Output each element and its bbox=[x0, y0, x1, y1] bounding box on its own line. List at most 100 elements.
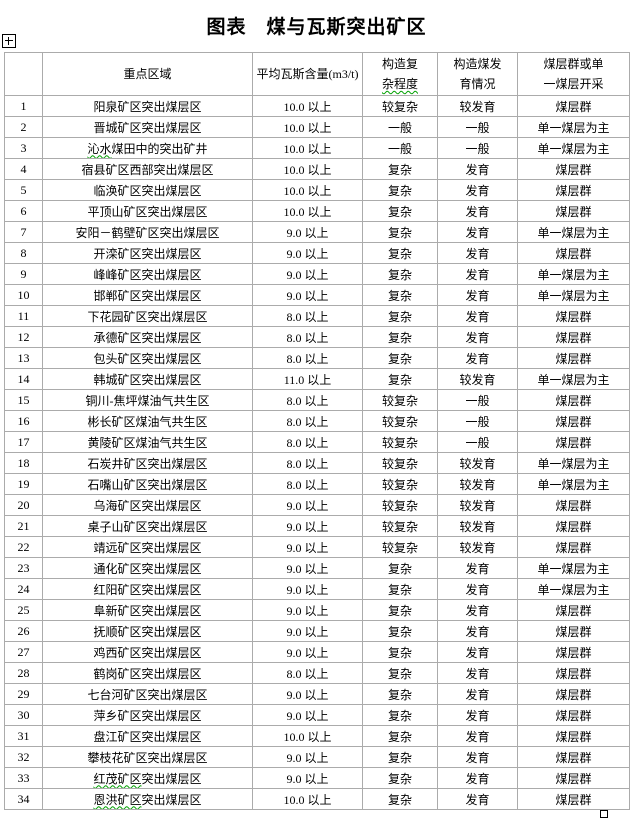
region-cell[interactable]: 阳泉矿区突出煤层区 bbox=[42, 95, 253, 117]
gas-content-cell[interactable]: 9.0 以上 bbox=[252, 263, 363, 285]
complexity-cell[interactable]: 复杂 bbox=[362, 179, 438, 201]
region-cell[interactable]: 阜新矿区突出煤层区 bbox=[42, 599, 253, 621]
gas-content-cell[interactable]: 8.0 以上 bbox=[252, 431, 363, 453]
seam-type-cell[interactable]: 煤层群 bbox=[517, 704, 630, 726]
complexity-cell[interactable]: 较复杂 bbox=[362, 389, 438, 411]
development-cell[interactable]: 发育 bbox=[437, 200, 518, 222]
region-cell[interactable]: 韩城矿区突出煤层区 bbox=[42, 368, 253, 390]
seam-type-cell[interactable]: 煤层群 bbox=[517, 242, 630, 264]
complexity-cell[interactable]: 复杂 bbox=[362, 662, 438, 684]
gas-content-cell[interactable]: 9.0 以上 bbox=[252, 284, 363, 306]
region-cell[interactable]: 鹤岗矿区突出煤层区 bbox=[42, 662, 253, 684]
seam-type-cell[interactable]: 煤层群 bbox=[517, 767, 630, 789]
seam-type-cell[interactable]: 煤层群 bbox=[517, 158, 630, 180]
development-cell[interactable]: 一般 bbox=[437, 116, 518, 138]
row-number-cell[interactable]: 21 bbox=[4, 515, 43, 537]
gas-content-cell[interactable]: 9.0 以上 bbox=[252, 221, 363, 243]
row-number-cell[interactable]: 19 bbox=[4, 473, 43, 495]
gas-content-cell[interactable]: 11.0 以上 bbox=[252, 368, 363, 390]
row-number-cell[interactable]: 10 bbox=[4, 284, 43, 306]
gas-content-cell[interactable]: 9.0 以上 bbox=[252, 746, 363, 768]
table-resize-handle-icon[interactable] bbox=[600, 810, 608, 818]
development-cell[interactable]: 发育 bbox=[437, 788, 518, 810]
complexity-cell[interactable]: 复杂 bbox=[362, 767, 438, 789]
development-cell[interactable]: 发育 bbox=[437, 263, 518, 285]
complexity-cell[interactable]: 一般 bbox=[362, 116, 438, 138]
seam-type-cell[interactable]: 煤层群 bbox=[517, 641, 630, 663]
seam-type-cell[interactable]: 单一煤层为主 bbox=[517, 263, 630, 285]
development-cell[interactable]: 发育 bbox=[437, 725, 518, 747]
gas-content-cell[interactable]: 10.0 以上 bbox=[252, 158, 363, 180]
row-number-header[interactable] bbox=[4, 52, 43, 96]
gas-content-cell[interactable]: 9.0 以上 bbox=[252, 599, 363, 621]
region-cell[interactable]: 开滦矿区突出煤层区 bbox=[42, 242, 253, 264]
complexity-cell[interactable]: 复杂 bbox=[362, 158, 438, 180]
page-title[interactable]: 图表 煤与瓦斯突出矿区 bbox=[206, 17, 427, 38]
complexity-cell[interactable]: 复杂 bbox=[362, 704, 438, 726]
development-cell[interactable]: 较发育 bbox=[437, 536, 518, 558]
row-number-cell[interactable]: 9 bbox=[4, 263, 43, 285]
region-cell[interactable]: 恩洪矿区突出煤层区 bbox=[42, 788, 253, 810]
row-number-cell[interactable]: 4 bbox=[4, 158, 43, 180]
seam-type-cell[interactable]: 煤层群 bbox=[517, 620, 630, 642]
development-cell[interactable]: 发育 bbox=[437, 599, 518, 621]
seam-type-cell[interactable]: 煤层群 bbox=[517, 536, 630, 558]
region-cell[interactable]: 承德矿区突出煤层区 bbox=[42, 326, 253, 348]
development-cell[interactable]: 较发育 bbox=[437, 452, 518, 474]
row-number-cell[interactable]: 5 bbox=[4, 179, 43, 201]
row-number-cell[interactable]: 23 bbox=[4, 557, 43, 579]
gas-content-cell[interactable]: 10.0 以上 bbox=[252, 788, 363, 810]
complexity-cell[interactable]: 复杂 bbox=[362, 221, 438, 243]
row-number-cell[interactable]: 32 bbox=[4, 746, 43, 768]
development-cell[interactable]: 发育 bbox=[437, 326, 518, 348]
development-cell[interactable]: 发育 bbox=[437, 158, 518, 180]
region-cell[interactable]: 包头矿区突出煤层区 bbox=[42, 347, 253, 369]
region-cell[interactable]: 临涣矿区突出煤层区 bbox=[42, 179, 253, 201]
complexity-cell[interactable]: 复杂 bbox=[362, 200, 438, 222]
development-cell[interactable]: 发育 bbox=[437, 662, 518, 684]
region-cell[interactable]: 下花园矿区突出煤层区 bbox=[42, 305, 253, 327]
row-number-cell[interactable]: 6 bbox=[4, 200, 43, 222]
development-cell[interactable]: 较发育 bbox=[437, 368, 518, 390]
region-cell[interactable]: 乌海矿区突出煤层区 bbox=[42, 494, 253, 516]
development-cell[interactable]: 较发育 bbox=[437, 95, 518, 117]
gas-content-cell[interactable]: 9.0 以上 bbox=[252, 641, 363, 663]
development-cell[interactable]: 发育 bbox=[437, 221, 518, 243]
region-cell[interactable]: 红阳矿区突出煤层区 bbox=[42, 578, 253, 600]
region-cell[interactable]: 宿县矿区西部突出煤层区 bbox=[42, 158, 253, 180]
region-cell[interactable]: 鸡西矿区突出煤层区 bbox=[42, 641, 253, 663]
row-number-cell[interactable]: 16 bbox=[4, 410, 43, 432]
region-cell[interactable]: 彬长矿区煤油气共生区 bbox=[42, 410, 253, 432]
seam-type-cell[interactable]: 煤层群 bbox=[517, 788, 630, 810]
gas-content-cell[interactable]: 10.0 以上 bbox=[252, 725, 363, 747]
seam-type-cell[interactable]: 煤层群 bbox=[517, 326, 630, 348]
development-cell[interactable]: 较发育 bbox=[437, 494, 518, 516]
row-number-cell[interactable]: 33 bbox=[4, 767, 43, 789]
region-cell[interactable]: 石炭井矿区突出煤层区 bbox=[42, 452, 253, 474]
region-cell[interactable]: 桌子山矿区突出煤层区 bbox=[42, 515, 253, 537]
region-cell[interactable]: 邯郸矿区突出煤层区 bbox=[42, 284, 253, 306]
seam-type-cell[interactable]: 煤层群 bbox=[517, 599, 630, 621]
gas-content-cell[interactable]: 10.0 以上 bbox=[252, 116, 363, 138]
seam-type-cell[interactable]: 煤层群 bbox=[517, 347, 630, 369]
seam-type-cell[interactable]: 煤层群 bbox=[517, 662, 630, 684]
gas-content-cell[interactable]: 10.0 以上 bbox=[252, 95, 363, 117]
row-number-cell[interactable]: 2 bbox=[4, 116, 43, 138]
gas-content-cell[interactable]: 9.0 以上 bbox=[252, 767, 363, 789]
development-cell[interactable]: 较发育 bbox=[437, 473, 518, 495]
row-number-cell[interactable]: 3 bbox=[4, 137, 43, 159]
seam-type-cell[interactable]: 单一煤层为主 bbox=[517, 557, 630, 579]
row-number-cell[interactable]: 14 bbox=[4, 368, 43, 390]
gas-content-cell[interactable]: 9.0 以上 bbox=[252, 704, 363, 726]
row-number-cell[interactable]: 17 bbox=[4, 431, 43, 453]
seam-type-cell[interactable]: 单一煤层为主 bbox=[517, 452, 630, 474]
row-number-cell[interactable]: 28 bbox=[4, 662, 43, 684]
complexity-cell[interactable]: 复杂 bbox=[362, 599, 438, 621]
region-cell[interactable]: 通化矿区突出煤层区 bbox=[42, 557, 253, 579]
development-cell[interactable]: 发育 bbox=[437, 767, 518, 789]
row-number-cell[interactable]: 20 bbox=[4, 494, 43, 516]
row-number-cell[interactable]: 13 bbox=[4, 347, 43, 369]
gas-content-cell[interactable]: 9.0 以上 bbox=[252, 536, 363, 558]
region-cell[interactable]: 红茂矿区突出煤层区 bbox=[42, 767, 253, 789]
complexity-cell[interactable]: 复杂 bbox=[362, 305, 438, 327]
